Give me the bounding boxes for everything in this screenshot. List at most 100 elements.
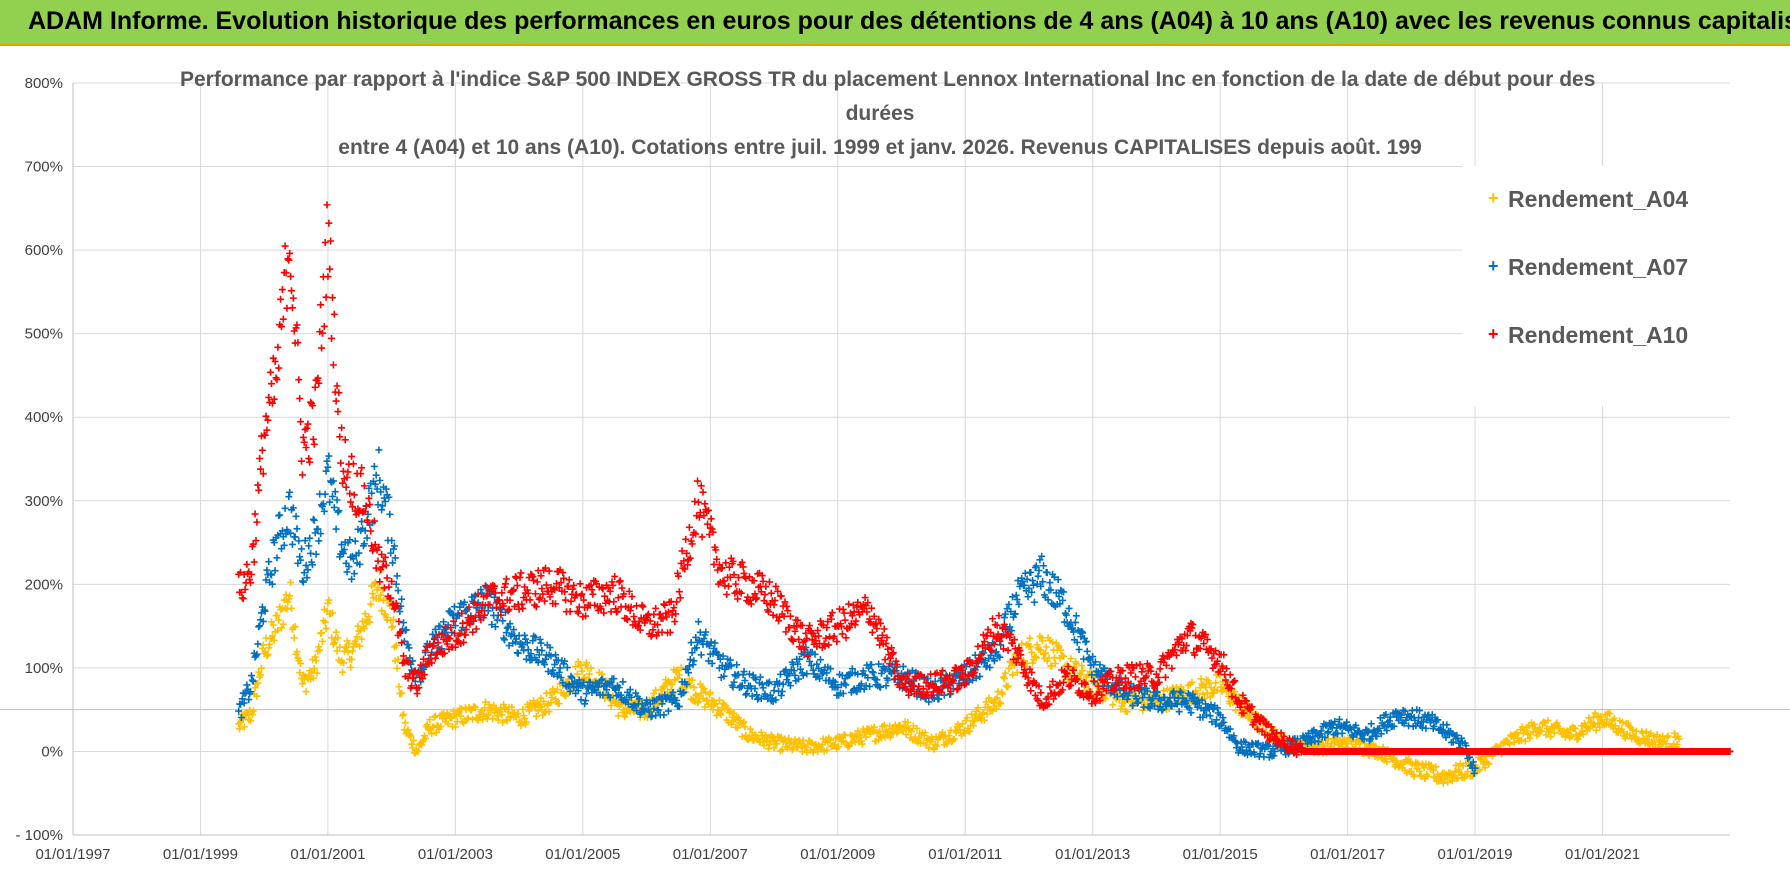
rendement-a10-point [526, 596, 534, 604]
rendement-a04-point [330, 639, 338, 647]
rendement-a07-point [739, 671, 747, 679]
x-tick-label: 01/01/1997 [35, 846, 110, 863]
rendement-a07-point [305, 542, 313, 550]
x-tick-label: 01/01/2001 [290, 846, 365, 863]
rendement-a04-point [1207, 684, 1215, 692]
rendement-a07-point [669, 688, 677, 696]
rendement-a07-point [759, 684, 767, 692]
rendement-a10-point [880, 625, 888, 633]
rendement-a10-point [567, 597, 575, 605]
rendement-a04-point [1123, 708, 1131, 716]
rendement-a07-point [256, 622, 264, 630]
rendement-a04-point [499, 719, 507, 727]
rendement-a04-point [1619, 718, 1627, 726]
y-tick-label: 0% [41, 743, 63, 760]
rendement-a07-point [493, 616, 501, 624]
rendement-a07-point [981, 657, 989, 665]
rendement-a04-point [254, 679, 262, 687]
rendement-a04-point [274, 626, 282, 634]
rendement-a10-point [676, 594, 684, 602]
rendement-a04-point [694, 699, 702, 707]
rendement-a07-point [880, 664, 888, 672]
rendement-a07-point [385, 493, 393, 501]
rendement-a04-point [716, 709, 724, 717]
rendement-a04-point [887, 733, 895, 741]
y-tick-label: 800% [25, 75, 63, 92]
rendement-a04-point [342, 644, 350, 652]
rendement-a07-point [976, 672, 984, 680]
rendement-a04-point [1518, 736, 1526, 744]
rendement-a07-point [363, 534, 371, 542]
rendement-a10-point [288, 304, 296, 312]
rendement-a10-point [562, 596, 570, 604]
rendement-a07-point [794, 660, 802, 668]
rendement-a07-point [238, 695, 246, 703]
rendement-a10-point [346, 490, 354, 498]
rendement-a04-point [236, 725, 244, 733]
rendement-a04-point [1410, 772, 1418, 780]
rendement-a04-point [1485, 760, 1493, 768]
rendement-a04-point [1374, 753, 1382, 761]
rendement-a07-point [593, 689, 601, 697]
rendement-a07-point [857, 680, 865, 688]
rendement-a07-point [1134, 698, 1142, 706]
rendement-a07-point [262, 576, 270, 584]
rendement-a10-point [323, 201, 331, 209]
rendement-a07-point [868, 668, 876, 676]
rendement-a07-point [1033, 580, 1041, 588]
rendement-a07-point [557, 674, 565, 682]
rendement-a04-point [1101, 694, 1109, 702]
rendement-a10-point [675, 588, 683, 596]
rendement-a07-point [1032, 562, 1040, 570]
rendement-a04-point [383, 616, 391, 624]
rendement-a07-point [368, 489, 376, 497]
rendement-a10-point [328, 334, 336, 342]
rendement-a10-point [305, 455, 313, 463]
rendement-a04-point [338, 668, 346, 676]
rendement-a04-point [547, 699, 555, 707]
rendement-a04-point [1032, 654, 1040, 662]
rendement-a10-point [881, 656, 889, 664]
rendement-a04-point [581, 673, 589, 681]
rendement-a10-point [348, 452, 356, 460]
rendement-a04-point [1642, 728, 1650, 736]
rendement-a07-point [1138, 686, 1146, 694]
rendement-a07-point [519, 641, 527, 649]
rendement-a10-point [367, 527, 375, 535]
rendement-a04-point [562, 692, 570, 700]
rendement-a07-point [693, 644, 701, 652]
rendement-a04-point [430, 723, 438, 731]
rendement-a07-point [310, 516, 318, 524]
rendement-a04-point [352, 640, 360, 648]
rendement-a07-point [727, 662, 735, 670]
rendement-a04-point [688, 676, 696, 684]
rendement-a04-point [360, 625, 368, 633]
rendement-a04-point [1059, 652, 1067, 660]
rendement-a07-point [547, 652, 555, 660]
rendement-a04-point [614, 712, 622, 720]
rendement-a04-point [457, 712, 465, 720]
y-tick-label: - 100% [15, 827, 63, 844]
rendement-a04-point [1427, 761, 1435, 769]
rendement-a04-point [379, 596, 387, 604]
rendement-a07-point [333, 496, 341, 504]
rendement-a07-point [387, 549, 395, 557]
rendement-a04-point [840, 730, 848, 738]
rendement-a04-point [791, 735, 799, 743]
rendement-a04-point [694, 698, 702, 706]
rendement-a04-point [534, 707, 542, 715]
rendement-a07-point [660, 711, 668, 719]
rendement-a04-point [365, 613, 373, 621]
rendement-a07-point [925, 698, 933, 706]
rendement-a10-point [841, 616, 849, 624]
rendement-a10-point [767, 589, 775, 597]
rendement-a04-point [999, 690, 1007, 698]
rendement-a07-point [924, 675, 932, 683]
rendement-a07-point [267, 571, 275, 579]
rendement-a10-point [239, 595, 247, 603]
rendement-a07-point [738, 682, 746, 690]
rendement-a04-point [293, 648, 301, 656]
rendement-a10-point [306, 458, 314, 466]
rendement-a04-point [240, 723, 248, 731]
rendement-a07-point [298, 545, 306, 553]
